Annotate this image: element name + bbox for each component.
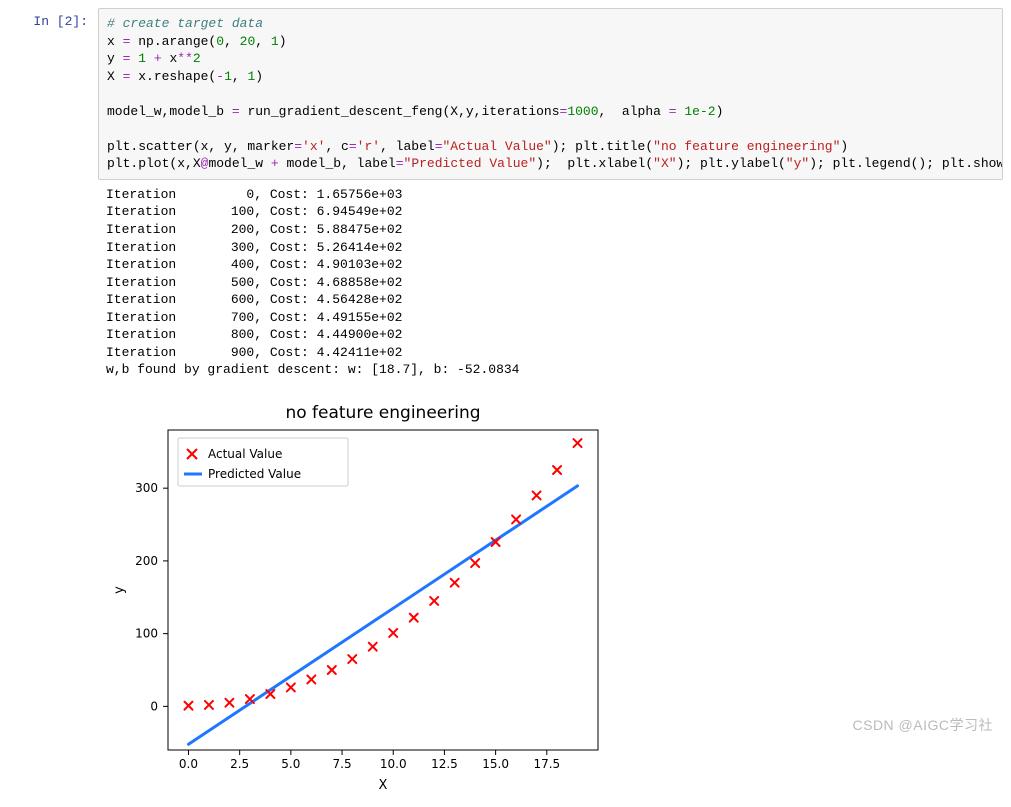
svg-text:5.0: 5.0 <box>281 757 300 771</box>
svg-text:15.0: 15.0 <box>482 757 509 771</box>
svg-text:10.0: 10.0 <box>380 757 407 771</box>
svg-text:no feature engineering: no feature engineering <box>285 403 480 423</box>
chart-output: 0.0 2.5 5.0 7.5 10.0 12.5 15.0 17.5 0 100 200 300 Xy… <box>98 395 1003 799</box>
code-cell: In [2]: # create target data x = np.aran… <box>8 8 1003 180</box>
svg-text:100: 100 <box>135 627 158 641</box>
svg-text:y: y <box>112 586 127 594</box>
output-prompt-spacer <box>8 180 98 186</box>
svg-text:200: 200 <box>135 554 158 568</box>
output-cell: Iteration 0, Cost: 1.65756e+03 Iteration… <box>8 180 1003 385</box>
svg-text:0: 0 <box>150 699 158 713</box>
code-input-area[interactable]: # create target data x = np.arange(0, 20… <box>98 8 1003 180</box>
svg-text:2.5: 2.5 <box>230 757 249 771</box>
chart-svg: 0.0 2.5 5.0 7.5 10.0 12.5 15.0 17.5 0 100 200 300 Xy… <box>98 395 618 795</box>
svg-text:300: 300 <box>135 481 158 495</box>
input-prompt: In [2]: <box>8 8 98 29</box>
svg-text:Predicted Value: Predicted Value <box>208 467 301 481</box>
svg-text:X: X <box>379 778 388 793</box>
code-comment: # create target data <box>107 16 263 31</box>
svg-text:17.5: 17.5 <box>533 757 560 771</box>
svg-text:7.5: 7.5 <box>333 757 352 771</box>
stdout-output: Iteration 0, Cost: 1.65756e+03 Iteration… <box>98 180 1003 385</box>
svg-text:0.0: 0.0 <box>179 757 198 771</box>
svg-text:12.5: 12.5 <box>431 757 458 771</box>
svg-text:Actual Value: Actual Value <box>208 447 282 461</box>
